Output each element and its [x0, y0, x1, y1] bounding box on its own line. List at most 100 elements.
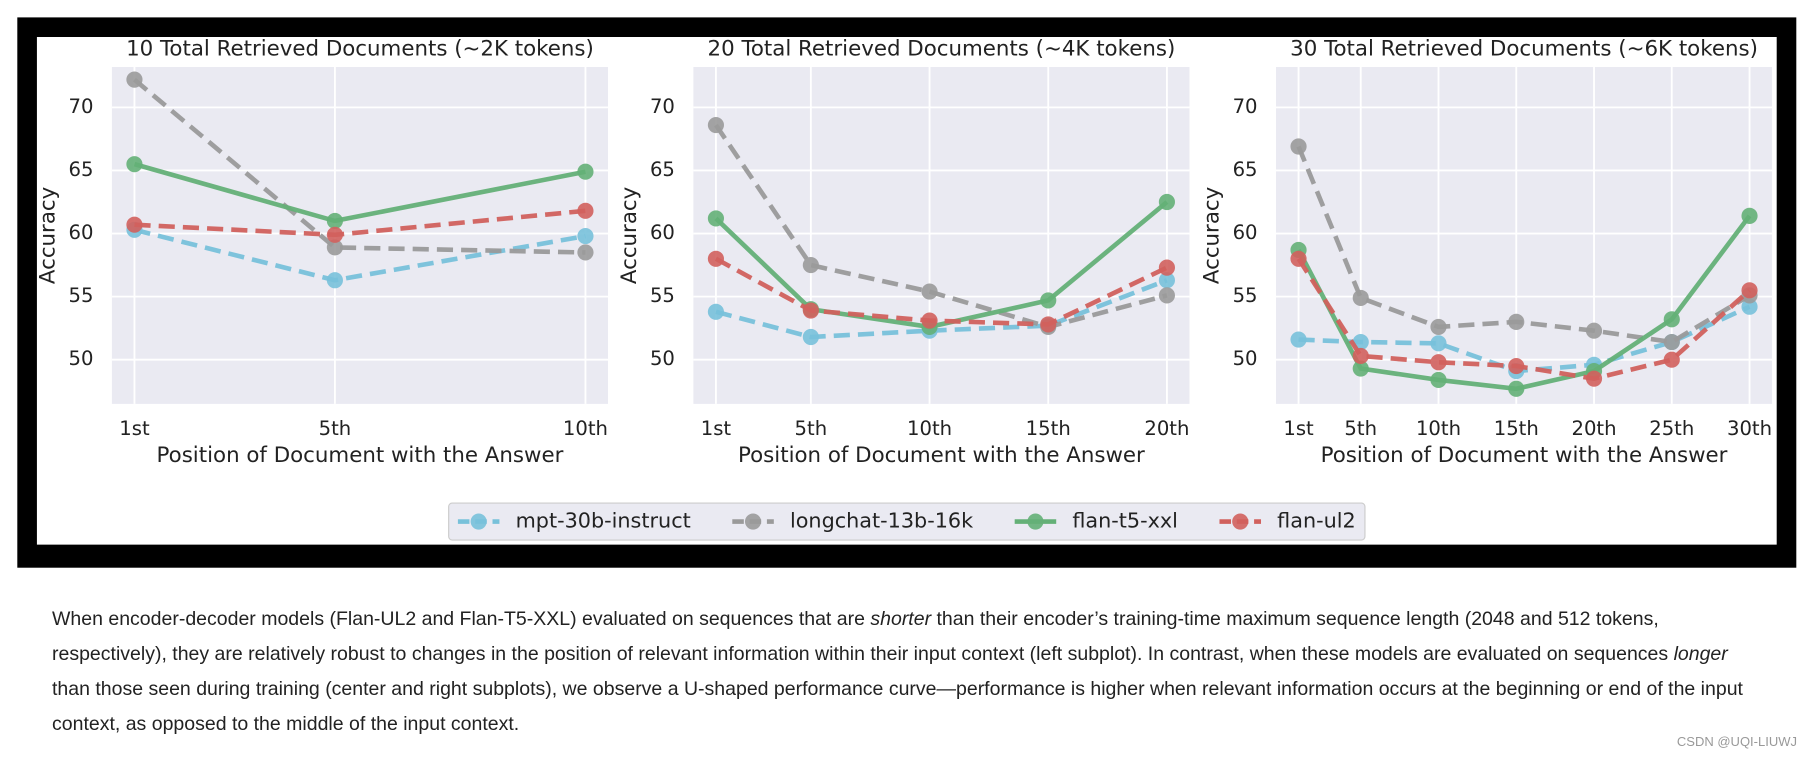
data-point [1663, 351, 1680, 368]
data-point [707, 250, 724, 267]
x-tick-label: 30th [1727, 417, 1772, 440]
data-point [577, 202, 594, 219]
data-point [1741, 282, 1758, 299]
y-tick-label: 60 [650, 221, 675, 244]
data-point [1158, 259, 1175, 276]
y-tick-label: 55 [1233, 284, 1258, 307]
y-tick-label: 65 [650, 158, 675, 181]
data-point [1741, 207, 1758, 224]
data-point [326, 272, 343, 289]
y-tick-label: 55 [650, 284, 675, 307]
data-point [326, 226, 343, 243]
y-tick-label: 50 [1233, 347, 1258, 370]
x-tick-label: 15th [1026, 417, 1071, 440]
data-point [1158, 272, 1175, 289]
data-point [577, 163, 594, 180]
y-tick-label: 65 [68, 158, 93, 181]
data-point [1040, 292, 1057, 309]
x-tick-label: 1st [1283, 417, 1314, 440]
data-point [921, 312, 938, 329]
legend-label: longchat-13b-16k [790, 509, 973, 533]
data-point [707, 116, 724, 134]
data-point [326, 239, 343, 256]
legend-marker [744, 513, 762, 530]
y-tick-label: 55 [68, 284, 93, 307]
data-point [126, 156, 143, 173]
data-point [1290, 250, 1307, 267]
data-point [707, 210, 724, 227]
x-tick-label: 10th [1416, 417, 1461, 440]
x-tick-label: 25th [1649, 417, 1694, 440]
legend-marker [1232, 513, 1249, 530]
y-tick-label: 50 [68, 347, 93, 370]
data-point [126, 216, 143, 233]
caption: When encoder-decoder models (Flan-UL2 an… [52, 602, 1762, 742]
data-point [1352, 360, 1369, 377]
x-axis-label: Position of Document with the Answer [1321, 443, 1728, 468]
watermark: CSDN @UQI-LIUWJ [1676, 734, 1797, 749]
data-point [577, 227, 594, 245]
data-point [577, 244, 594, 261]
data-point [1585, 370, 1603, 387]
data-point [707, 303, 724, 320]
x-tick-label: 20th [1144, 417, 1189, 440]
caption-text: When encoder-decoder models (Flan-UL2 an… [52, 608, 871, 630]
x-axis-label: Position of Document with the Answer [157, 443, 564, 468]
data-point [1663, 311, 1680, 328]
data-point [1741, 298, 1758, 315]
x-axis-label: Position of Document with the Answer [738, 443, 1145, 468]
data-point [326, 212, 343, 230]
data-point [802, 328, 819, 346]
data-point [1508, 357, 1525, 375]
x-tick-label: 1st [119, 417, 150, 440]
data-point [1430, 354, 1447, 371]
legend-box [448, 502, 1366, 541]
x-tick-label: 5th [1344, 417, 1377, 440]
x-tick-label: 5th [795, 417, 828, 440]
data-point [1663, 333, 1680, 351]
data-point [1290, 138, 1307, 155]
x-tick-label: 10th [563, 417, 608, 440]
plot-area [111, 67, 608, 404]
y-tick-label: 70 [1233, 95, 1258, 118]
data-point [1158, 193, 1175, 211]
y-tick-label: 50 [650, 347, 675, 370]
data-point [802, 302, 819, 319]
data-point [126, 71, 143, 88]
legend-marker [1027, 513, 1044, 530]
data-point [1430, 371, 1447, 388]
y-axis-label: Accuracy [35, 187, 60, 284]
data-point [1508, 380, 1525, 397]
data-point [1290, 331, 1307, 348]
chart-title: 20 Total Retrieved Documents (~4K tokens… [708, 37, 1176, 62]
y-tick-label: 65 [1233, 158, 1258, 181]
y-axis-label: Accuracy [1200, 187, 1225, 284]
y-axis-label: Accuracy [617, 187, 642, 284]
y-tick-label: 60 [68, 221, 93, 244]
data-point [1430, 335, 1447, 352]
data-point [802, 257, 819, 274]
caption-text: than those seen during training (center … [52, 678, 1743, 735]
y-tick-label: 60 [1233, 221, 1258, 244]
chart-title: 30 Total Retrieved Documents (~6K tokens… [1290, 37, 1758, 62]
caption-text: than their encoder’s training-time maxim… [52, 608, 1674, 665]
x-tick-label: 20th [1571, 417, 1616, 440]
caption-emphasis: shorter [870, 608, 932, 630]
legend-label: mpt-30b-instruct [516, 509, 691, 533]
legend-marker [470, 513, 487, 530]
data-point [1352, 289, 1369, 306]
x-tick-label: 5th [319, 417, 352, 440]
data-point [921, 283, 938, 300]
series-line [715, 278, 1168, 340]
x-tick-label: 1st [701, 417, 732, 440]
x-tick-label: 10th [907, 417, 952, 440]
series-line [132, 77, 586, 255]
chart-title: 10 Total Retrieved Documents (~2K tokens… [126, 37, 594, 62]
plot-area [693, 67, 1190, 404]
x-tick-label: 15th [1494, 417, 1539, 440]
legend-label: flan-t5-xxl [1072, 509, 1178, 533]
legend: mpt-30b-instruct longchat-13b-16k flan-t5-… [448, 502, 1366, 541]
data-point [1585, 322, 1603, 339]
y-tick-label: 70 [650, 95, 675, 118]
